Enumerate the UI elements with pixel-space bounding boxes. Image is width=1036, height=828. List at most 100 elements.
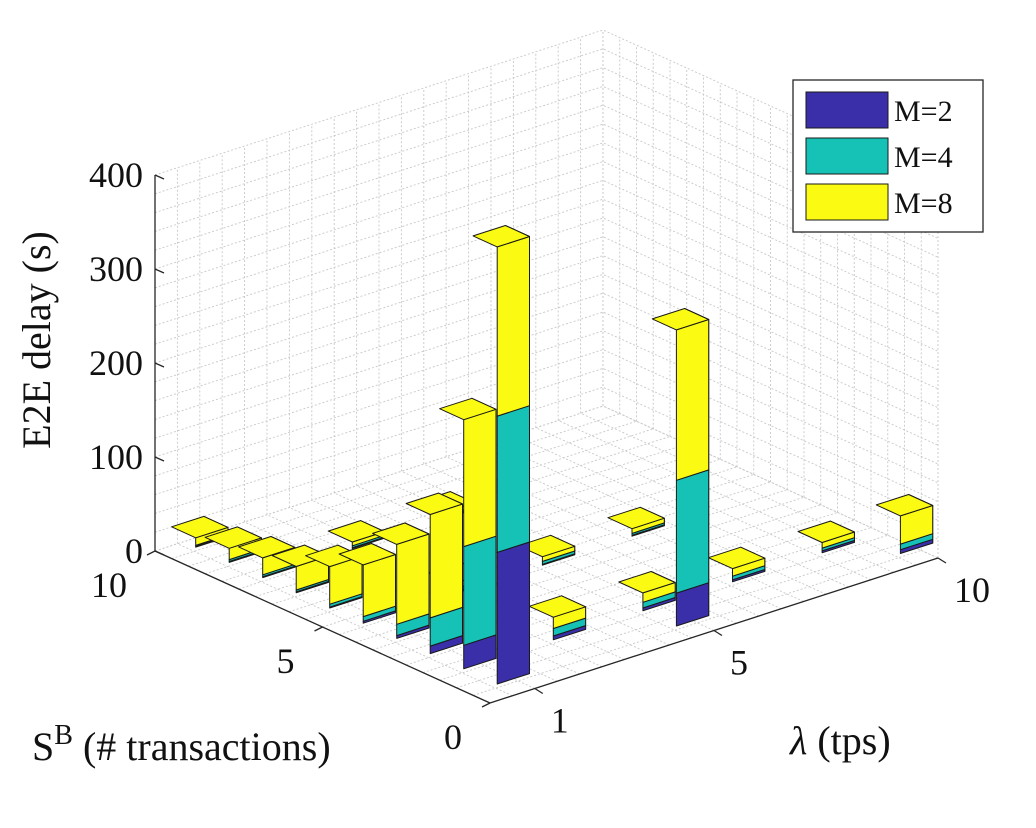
legend-label-m2: M=2	[894, 95, 953, 128]
grid-line	[311, 499, 647, 653]
z-tick	[154, 550, 165, 556]
grid-line	[580, 412, 916, 566]
z-tick-label: 0	[125, 531, 143, 571]
grid-line	[288, 466, 738, 613]
axes	[146, 174, 947, 708]
grid-line	[356, 485, 692, 639]
z-tick-label: 100	[89, 437, 143, 477]
y-tick	[481, 702, 491, 708]
bar-stack	[618, 571, 676, 612]
y-tick-label: 5	[277, 641, 295, 681]
bar-top	[439, 397, 497, 421]
bar-segment	[396, 533, 430, 625]
bar-stack	[875, 494, 934, 554]
bar-segment	[463, 535, 497, 646]
grid-line	[238, 443, 687, 590]
grid-line	[266, 514, 603, 668]
bar-stack	[405, 492, 463, 655]
legend-swatch-m4	[805, 137, 889, 175]
z-tick	[154, 456, 165, 462]
bar-stack	[797, 520, 855, 554]
grid-line	[154, 255, 939, 409]
bar-segment	[463, 408, 497, 548]
grid-line	[490, 441, 827, 595]
x-tick-label: 5	[730, 643, 748, 683]
grid-line	[372, 504, 821, 651]
y-tick	[146, 550, 156, 556]
z-axis-title: E2E delay (s)	[14, 231, 59, 449]
grid-line	[446, 456, 782, 610]
grid-line	[255, 451, 704, 598]
bar-top	[618, 571, 676, 594]
grid-line	[154, 330, 939, 484]
grid-line	[355, 496, 805, 643]
grid-line	[154, 142, 939, 296]
grid-line	[154, 349, 939, 503]
bar-stack	[707, 546, 766, 583]
grid-line	[221, 435, 671, 582]
grid-line	[422, 527, 872, 674]
grid-line	[473, 549, 922, 696]
z-tick	[154, 174, 165, 180]
grid-line	[154, 217, 939, 371]
y-tick	[314, 626, 323, 632]
x-tick	[534, 687, 544, 695]
grid-line	[339, 489, 788, 636]
bar-stack	[651, 308, 710, 627]
y-axis-title-sup: B	[54, 720, 73, 751]
grid-line	[154, 311, 939, 465]
z-tick-label: 400	[89, 155, 143, 195]
grid-line	[513, 434, 849, 588]
grid-line	[154, 292, 939, 446]
x-tick-label: 10	[954, 570, 990, 610]
bar-stack	[372, 522, 430, 639]
bar-segment	[675, 469, 710, 594]
z-tick	[154, 362, 165, 368]
y-axis-title-unit: (# transactions)	[73, 724, 331, 769]
z-tick-label: 200	[89, 343, 143, 383]
x-axis-title-unit: (tps)	[807, 718, 890, 763]
grid-line	[439, 534, 888, 681]
bar-stack	[305, 544, 363, 609]
y-axis-title: SB (# transactions)	[32, 720, 331, 769]
grid-line	[154, 386, 939, 540]
bar-top	[372, 522, 430, 545]
grid-line	[205, 428, 654, 575]
bar-stack	[607, 506, 665, 537]
grid-line	[154, 198, 939, 352]
grid-line	[154, 236, 939, 390]
bar-top	[204, 526, 262, 549]
grid-line	[154, 367, 939, 521]
bar-stack	[528, 595, 587, 641]
bar-top	[607, 506, 665, 530]
bar-top	[338, 543, 396, 566]
grid-line	[272, 458, 721, 605]
x-tick	[713, 629, 723, 637]
x-tick	[937, 557, 947, 564]
grid-line	[406, 519, 855, 666]
grid-line	[154, 179, 939, 333]
bar-segment	[675, 319, 710, 481]
z-tick	[154, 268, 165, 274]
grid-line	[177, 543, 513, 697]
grid-line	[154, 273, 939, 427]
grid-line	[188, 420, 637, 567]
bar-stack	[338, 543, 396, 624]
bar-top	[171, 515, 229, 539]
bar-top	[707, 546, 766, 570]
bar-top	[875, 494, 934, 517]
legend-swatch-m2	[805, 91, 889, 129]
legend-swatch-m8	[805, 183, 889, 221]
grid-line	[171, 413, 620, 560]
grid-line	[154, 161, 939, 315]
bar-top	[327, 520, 386, 543]
bar-stack	[439, 397, 497, 670]
y-tick-label: 0	[444, 717, 462, 757]
y-tick-label: 10	[91, 565, 127, 605]
bar-top	[405, 492, 463, 515]
bar-top	[528, 595, 587, 618]
bar-stack	[517, 534, 576, 566]
grid-line	[154, 405, 939, 559]
